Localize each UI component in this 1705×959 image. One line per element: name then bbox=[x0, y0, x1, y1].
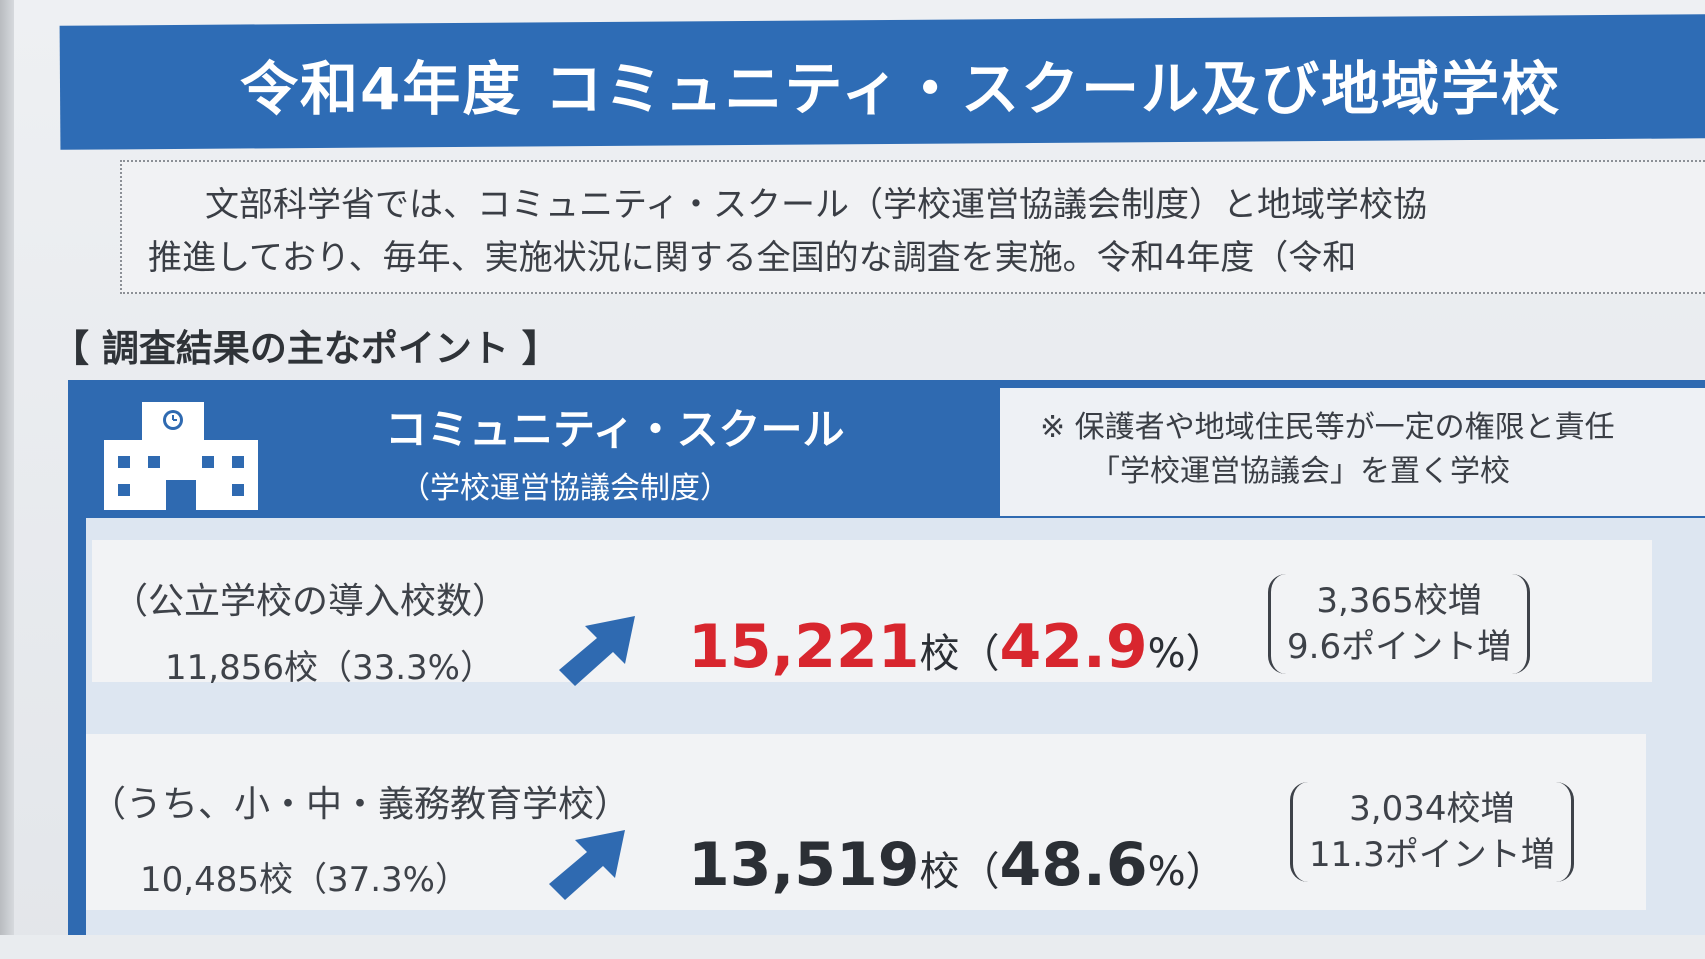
current-percent: 48.6 bbox=[999, 830, 1148, 900]
school-building-icon bbox=[104, 402, 258, 510]
current-percent: 42.9 bbox=[999, 612, 1148, 682]
current-count: 13,519 bbox=[688, 830, 920, 900]
row-previous-value: 10,485校（37.3%） bbox=[140, 860, 469, 900]
increase-schools: 3,034校増 bbox=[1349, 789, 1515, 829]
current-count: 15,221 bbox=[688, 612, 920, 682]
row-current-value: 15,221校（42.9%） bbox=[688, 612, 1226, 682]
row-label: （公立学校の導入校数） bbox=[112, 581, 509, 622]
intro-line-2: 推進しており、毎年、実施状況に関する全国的な調査を実施。令和4年度（令和 bbox=[148, 238, 1357, 278]
note-line-1: ※ 保護者や地域住民等が一定の権限と責任 bbox=[1040, 410, 1615, 445]
increase-points: 9.6ポイント増 bbox=[1287, 627, 1512, 667]
row-current-value: 13,519校（48.6%） bbox=[688, 830, 1226, 900]
page-bottom-edge bbox=[0, 935, 1705, 959]
community-school-title: コミュニティ・スクール bbox=[385, 405, 845, 454]
current-count-unit: 校 bbox=[919, 849, 960, 895]
intro-box bbox=[120, 160, 1705, 294]
section-heading: 【 調査結果の主なポイント 】 bbox=[52, 327, 559, 370]
result-row-elementary-junior bbox=[86, 734, 1646, 910]
current-percent-unit: %） bbox=[1147, 631, 1226, 677]
row-previous-value: 11,856校（33.3%） bbox=[165, 648, 494, 688]
increase-bracket: 3,034校増 11.3ポイント増 bbox=[1290, 782, 1574, 882]
current-percent-unit: %） bbox=[1147, 849, 1226, 895]
increase-arrow-icon bbox=[559, 616, 635, 686]
paren-open: （ bbox=[959, 849, 1000, 895]
row-label: （うち、小・中・義務教育学校） bbox=[90, 784, 631, 825]
increase-points: 11.3ポイント増 bbox=[1309, 835, 1555, 875]
page-edge bbox=[0, 0, 14, 959]
increase-schools: 3,365校増 bbox=[1316, 581, 1482, 621]
intro-line-1: 文部科学省では、コミュニティ・スクール（学校運営協議会制度）と地域学校協 bbox=[205, 185, 1427, 225]
note-line-2: 「学校運営協議会」を置く学校 bbox=[1090, 454, 1510, 489]
community-school-subtitle: （学校運営協議会制度） bbox=[400, 471, 730, 506]
increase-bracket: 3,365校増 9.6ポイント増 bbox=[1268, 574, 1531, 674]
paren-open: （ bbox=[959, 631, 1000, 677]
page-title: 令和4年度 コミュニティ・スクール及び地域学校 bbox=[240, 55, 1562, 123]
increase-arrow-icon bbox=[549, 830, 625, 900]
current-count-unit: 校 bbox=[919, 631, 960, 677]
note-area bbox=[1000, 388, 1705, 516]
result-row-public-schools bbox=[92, 540, 1652, 682]
